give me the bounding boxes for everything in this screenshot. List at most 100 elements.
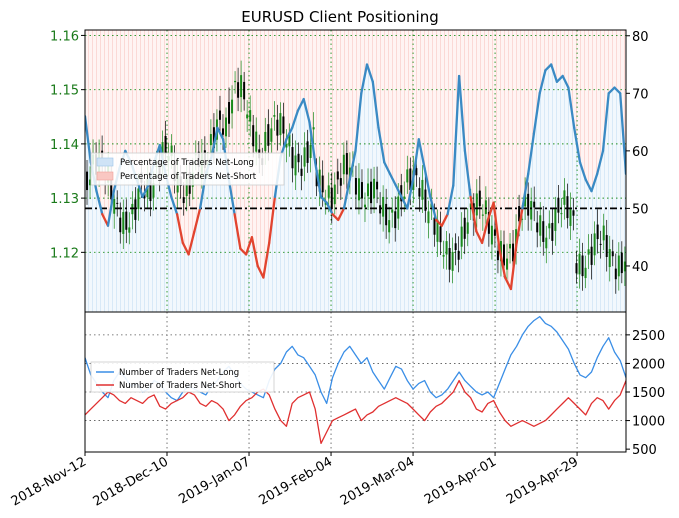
candle-body [231, 99, 234, 114]
candle-body [149, 179, 152, 202]
candle-body [119, 217, 122, 233]
positioning-line-segment [170, 195, 179, 216]
positioning-line-segment [106, 189, 115, 227]
candle-body [445, 241, 448, 255]
positioning-line-segment [210, 126, 219, 158]
positioning-line-segment [544, 63, 553, 72]
bottom-panel-lines [85, 315, 626, 445]
candle-body [300, 168, 303, 176]
positioning-line-segment [411, 138, 420, 181]
positioning-line-segment [388, 172, 397, 187]
candle-body [493, 229, 496, 236]
candle-body [152, 183, 155, 198]
candle-body [457, 250, 460, 260]
candle-body [309, 144, 312, 158]
candle-body [460, 226, 463, 247]
candle-body [620, 252, 623, 274]
top-legend-box [90, 152, 285, 186]
positioning-line-segment [423, 166, 432, 199]
candle-body [86, 171, 89, 191]
candle-body [116, 202, 119, 204]
candle-body [403, 196, 406, 199]
positioning-line-segment [193, 207, 202, 233]
candle-body [333, 184, 336, 205]
candle-body [125, 211, 128, 230]
positioning-line-segment [521, 172, 530, 210]
candle-body [400, 185, 403, 202]
candle-body [345, 153, 348, 175]
candle-body [221, 128, 224, 135]
candle-body [252, 125, 255, 147]
bottom-legend-box [90, 361, 275, 393]
candle-body [255, 131, 258, 152]
candle-body [385, 203, 388, 226]
date-tick-label: 2019-Jan-07 [176, 454, 253, 507]
positioning-line-segment [302, 97, 311, 124]
positioning-line-segment [509, 241, 518, 291]
positioning-line-segment [550, 63, 559, 83]
positioning-line-segment [492, 201, 501, 250]
price-tick-label: 1.12 [50, 246, 79, 261]
candle-body [376, 181, 379, 190]
candle-body [212, 127, 215, 149]
positioning-line-segment [538, 69, 547, 95]
bottom-legend: Number of Traders Net-Long Number of Tra… [90, 361, 275, 393]
candle-body [469, 203, 472, 208]
positioning-line-segment [452, 74, 461, 187]
candle-body [608, 249, 611, 268]
candle-body [512, 243, 515, 262]
positioning-line-segment [601, 92, 610, 153]
positioning-line-segment [480, 218, 490, 245]
candle-body [336, 171, 339, 180]
positioning-line-segment [383, 161, 392, 176]
candle-body [318, 169, 321, 192]
date-axis: 2018-Nov-12 2018-Dec-10 2019-Jan-07 2019-Fe… [9, 452, 581, 510]
positioning-line-segment [331, 213, 340, 222]
candle-body [424, 189, 427, 211]
positioning-line-segment [342, 178, 351, 210]
candle-body [164, 135, 167, 154]
candle-body [285, 144, 288, 148]
candle-body [367, 183, 370, 197]
candle-body [596, 224, 599, 240]
candle-body [560, 213, 563, 215]
positioning-line-segment [337, 207, 346, 222]
candle-body [545, 237, 548, 249]
positioning-line-segment [446, 184, 455, 216]
date-tick-label: 2018-Dec-10 [91, 454, 171, 509]
candle-body [436, 219, 439, 242]
candle-body [294, 155, 297, 176]
positioning-line-segment [573, 126, 582, 164]
positioning-line-segment [325, 201, 334, 216]
candle-body [587, 249, 590, 255]
positioning-line-segment [463, 149, 472, 199]
candle-body [563, 190, 566, 205]
candle-body [282, 116, 285, 134]
top-panel-lines [85, 63, 626, 291]
candle-body [623, 261, 626, 272]
candle-body [342, 154, 345, 175]
positioning-line-segment [216, 126, 225, 141]
candle-body [330, 187, 333, 210]
candle-body [240, 75, 243, 98]
candle-body [315, 170, 318, 187]
positioning-line-segment [619, 92, 626, 176]
positioning-line-segment [244, 236, 254, 256]
positioning-line-segment [175, 213, 184, 245]
percent-tick-label: 40 [632, 260, 649, 275]
positioning-line-segment [233, 213, 242, 250]
candle-body [303, 147, 306, 167]
candle-body [451, 251, 454, 271]
candle-body [484, 200, 487, 215]
candle-body [110, 177, 113, 200]
positioning-line-segment [567, 86, 576, 129]
positioning-line-segment [406, 178, 415, 210]
candle-body [394, 211, 397, 229]
candle-body [397, 196, 400, 219]
bottom-panel: 500 1000 1500 2000 2500 Number of Traders Ne… [84, 311, 665, 458]
chart-title: EURUSD Client Positioning [241, 8, 439, 26]
candle-body [357, 178, 360, 201]
positioning-line-segment [314, 161, 323, 199]
positioning-line-segment [360, 63, 369, 95]
